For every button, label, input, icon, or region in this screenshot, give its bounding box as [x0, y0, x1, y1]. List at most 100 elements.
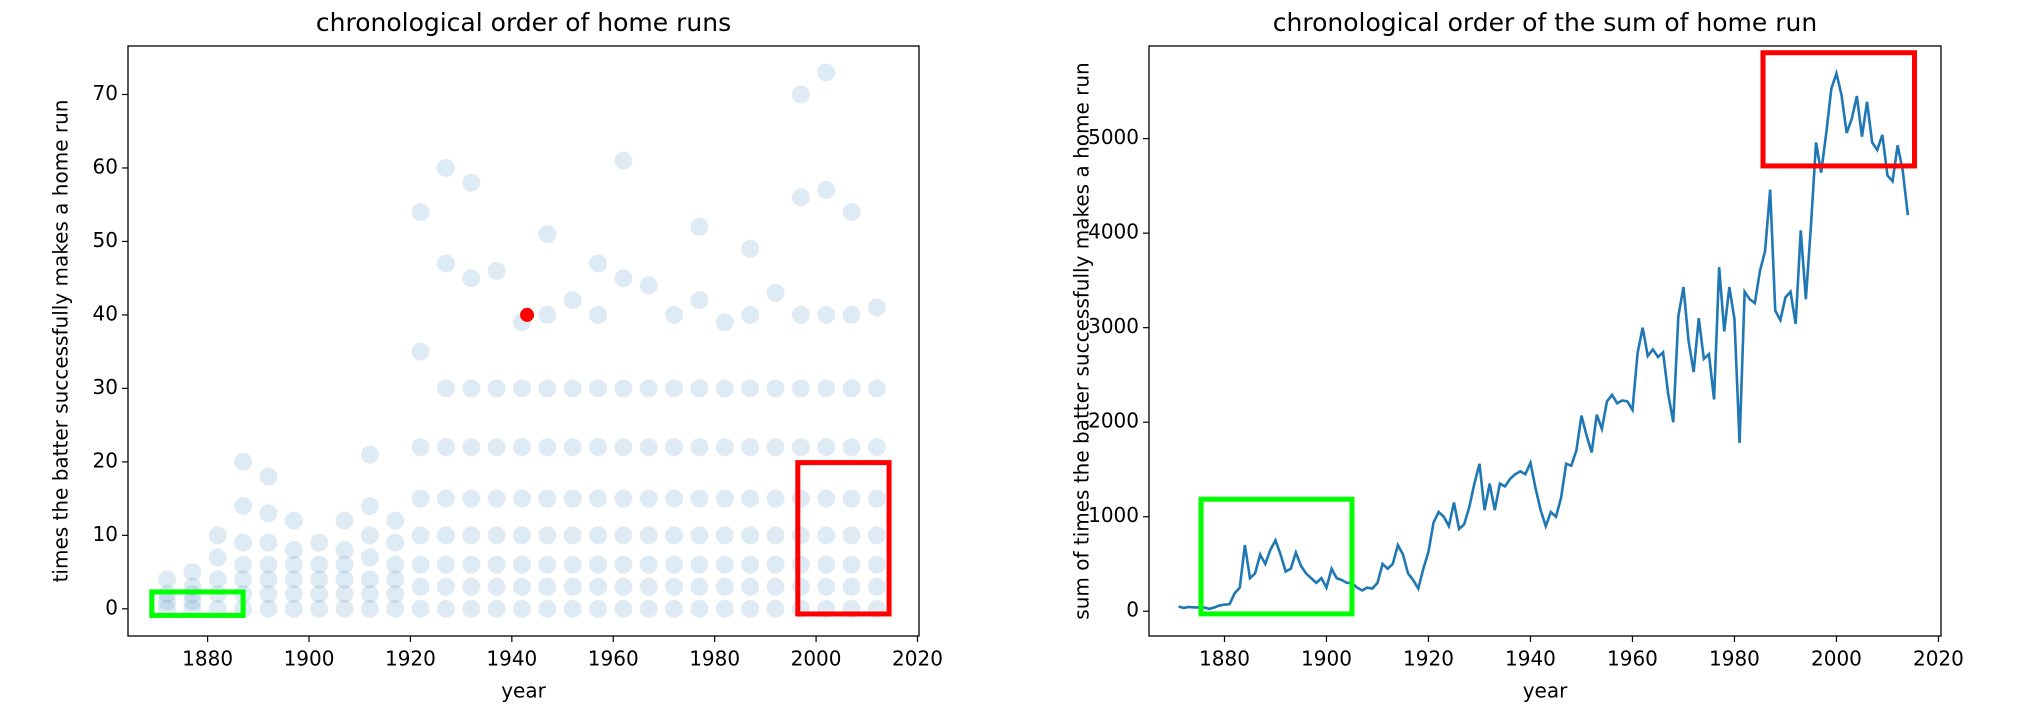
scatter-point: [462, 577, 481, 596]
scatter-point: [436, 254, 455, 273]
scatter-point: [817, 305, 836, 324]
scatter-point: [360, 526, 379, 545]
scatter-point: [563, 577, 582, 596]
scatter-point: [817, 63, 836, 82]
scatter-point: [386, 570, 405, 589]
x-tick-label: 1880: [1199, 647, 1250, 671]
scatter-point: [867, 489, 886, 508]
scatter-point: [386, 511, 405, 530]
scatter-point: [817, 438, 836, 457]
scatter-point: [310, 533, 329, 552]
scatter-point: [842, 305, 861, 324]
scatter-point: [563, 599, 582, 618]
scatter-point: [715, 555, 734, 574]
scatter-point: [386, 599, 405, 618]
scatter-point: [208, 526, 227, 545]
scatter-point: [538, 489, 557, 508]
scatter-point: [715, 599, 734, 618]
x-tick-label: 2020: [892, 647, 943, 671]
highlight-box: [795, 460, 892, 617]
scatter-point: [538, 577, 557, 596]
y-tick-label: 20: [93, 448, 118, 472]
scatter-point: [715, 313, 734, 332]
scatter-point: [436, 526, 455, 545]
scatter-point: [665, 489, 684, 508]
scatter-point: [234, 570, 253, 589]
scatter-point: [335, 585, 354, 604]
highlight-box: [1198, 496, 1355, 617]
subplot: chronological order of home runs year time…: [49, 8, 943, 703]
scatter-point: [766, 379, 785, 398]
scatter-point: [563, 555, 582, 574]
scatter-point: [867, 526, 886, 545]
scatter-point: [538, 599, 557, 618]
scatter-point: [741, 577, 760, 596]
scatter-point: [614, 269, 633, 288]
scatter-point: [284, 511, 303, 530]
scatter-point: [360, 599, 379, 618]
scatter-point: [766, 599, 785, 618]
scatter-point: [462, 526, 481, 545]
y-tick-label: 0: [105, 595, 118, 619]
scatter-point: [563, 438, 582, 457]
scatter-point: [462, 555, 481, 574]
scatter-point: [284, 555, 303, 574]
scatter-point: [842, 577, 861, 596]
scatter-point: [817, 526, 836, 545]
scatter-point: [791, 526, 810, 545]
scatter-point: [867, 438, 886, 457]
scatter-point: [411, 489, 430, 508]
scatter-point: [487, 555, 506, 574]
scatter-point: [690, 291, 709, 310]
x-axis-label: year: [1523, 679, 1568, 703]
scatter-point: [487, 489, 506, 508]
x-tick-label: 1960: [588, 647, 639, 671]
scatter-point: [614, 379, 633, 398]
axes-frame: [127, 45, 920, 637]
scatter-point: [360, 445, 379, 464]
chart-title: chronological order of the sum of home r…: [1273, 8, 1817, 37]
scatter-point: [867, 555, 886, 574]
scatter-point: [690, 555, 709, 574]
scatter-point: [614, 526, 633, 545]
scatter-point: [791, 577, 810, 596]
y-tick-label: 3000: [1088, 314, 1139, 338]
scatter-point: [817, 379, 836, 398]
highlight-box: [149, 589, 246, 618]
scatter-point: [690, 577, 709, 596]
scatter-point: [462, 173, 481, 192]
scatter-point: [259, 599, 278, 618]
scatter-point: [715, 379, 734, 398]
scatter-point: [665, 599, 684, 618]
scatter-point: [842, 203, 861, 222]
scatter-point: [360, 548, 379, 567]
scatter-point: [512, 489, 531, 508]
scatter-point: [411, 577, 430, 596]
scatter-point: [614, 577, 633, 596]
scatter-point: [766, 526, 785, 545]
y-tick-label: 60: [93, 154, 118, 178]
scatter-point: [284, 585, 303, 604]
scatter-point: [462, 379, 481, 398]
scatter-point: [487, 438, 506, 457]
scatter-point: [766, 555, 785, 574]
scatter-point: [589, 599, 608, 618]
scatter-point: [462, 489, 481, 508]
scatter-point: [614, 599, 633, 618]
scatter-point: [791, 188, 810, 207]
scatter-point: [335, 599, 354, 618]
scatter-point: [284, 599, 303, 618]
scatter-point: [538, 379, 557, 398]
plot-area: [1178, 68, 1910, 611]
scatter-point: [538, 305, 557, 324]
scatter-point: [158, 592, 177, 611]
scatter-point: [766, 577, 785, 596]
scatter-point: [614, 555, 633, 574]
scatter-point: [715, 577, 734, 596]
scatter-point: [766, 283, 785, 302]
scatter-point: [563, 379, 582, 398]
scatter-point: [791, 438, 810, 457]
scatter-point: [208, 548, 227, 567]
scatter-point: [715, 489, 734, 508]
